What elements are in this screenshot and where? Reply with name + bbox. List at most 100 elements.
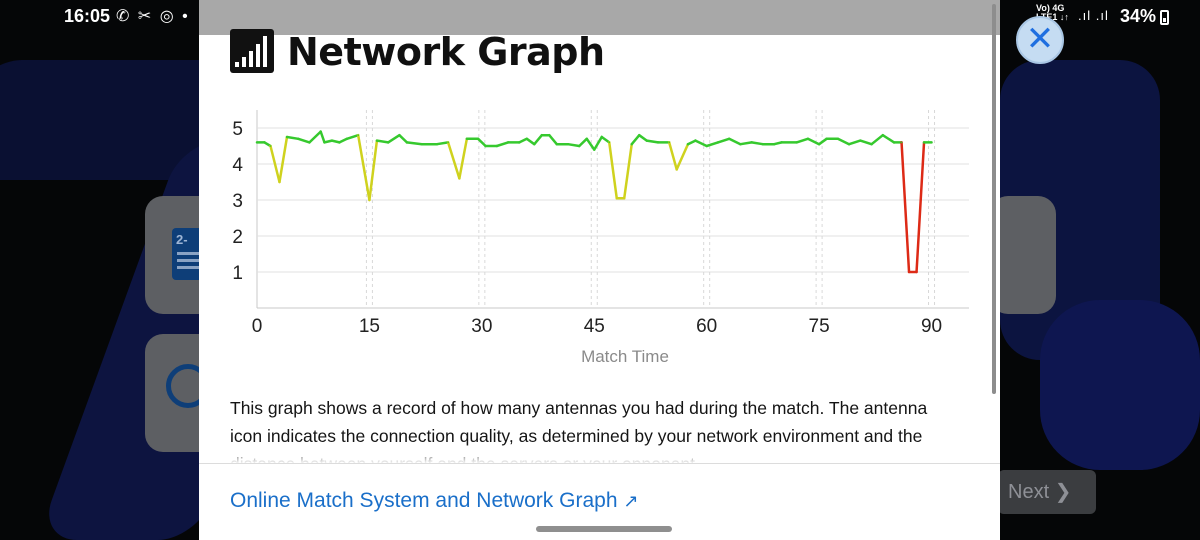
series-segment	[667, 141, 678, 171]
status-bar: 16:05 ✆ ✂ ◎ • Vo) 4G LTE1 ↓↑ .ıl .ıl 34%	[0, 0, 1200, 34]
series-segment	[900, 141, 911, 274]
data-point	[323, 141, 326, 144]
data-point	[496, 145, 498, 147]
series-segment	[915, 141, 926, 274]
series-segment	[608, 141, 618, 200]
data-point	[623, 197, 626, 199]
antenna-signal-icon	[230, 29, 274, 73]
data-point	[387, 141, 389, 144]
series-segment	[859, 139, 873, 146]
data-point	[466, 138, 468, 140]
series-segment	[446, 141, 461, 180]
data-point	[555, 143, 558, 145]
network-type-icon: Vo) 4G LTE1 ↓↑	[1036, 4, 1069, 22]
document-icon-text: 2-	[176, 232, 188, 247]
data-point	[398, 134, 401, 136]
series-segment	[330, 139, 341, 144]
data-point	[600, 136, 603, 138]
series-segment	[739, 141, 753, 146]
data-point	[780, 141, 783, 144]
data-point	[645, 139, 648, 142]
data-point	[346, 138, 348, 140]
next-button-label: Next	[1008, 481, 1050, 503]
series-segment	[675, 142, 690, 171]
home-indicator[interactable]	[536, 526, 672, 532]
data-point	[694, 139, 697, 142]
fade-overlay	[199, 444, 1000, 464]
series-segment	[476, 137, 487, 148]
series-segment	[870, 133, 885, 146]
data-point	[263, 141, 266, 144]
series-segment	[600, 135, 611, 144]
close-button[interactable]: ✕	[1016, 16, 1064, 64]
data-point	[308, 141, 311, 144]
series-segment	[645, 139, 660, 144]
external-link-icon: ↗	[623, 491, 639, 511]
data-point	[331, 139, 333, 142]
data-point	[908, 271, 910, 273]
x-axis-label: Match Time	[581, 347, 669, 366]
series-segment	[356, 133, 371, 202]
data-point	[668, 141, 671, 144]
x-tick-label: 15	[359, 316, 380, 337]
data-point	[728, 138, 730, 140]
modal-top-bar	[199, 0, 1000, 35]
chevron-right-icon: ❯	[1054, 481, 1072, 503]
data-point	[848, 143, 850, 145]
series-segment	[296, 137, 311, 144]
chart-gridlines	[256, 110, 969, 309]
series-segment	[817, 137, 828, 146]
series-segment	[772, 141, 783, 146]
data-point	[630, 143, 633, 145]
series-segment	[548, 133, 559, 146]
chart-series	[255, 130, 933, 274]
data-point	[837, 138, 839, 140]
data-point	[338, 141, 341, 144]
data-point	[859, 139, 862, 142]
background-decoration	[1040, 300, 1200, 470]
data-point	[687, 143, 689, 145]
x-tick-label: 45	[584, 316, 605, 337]
scrollbar[interactable]	[992, 4, 996, 394]
series-segment	[368, 139, 379, 202]
series-segment	[578, 137, 589, 148]
data-point	[548, 134, 551, 136]
data-point	[608, 141, 611, 144]
next-button[interactable]: Next ❯	[998, 470, 1096, 514]
data-point	[818, 143, 820, 145]
x-tick-label: 75	[809, 316, 830, 337]
data-point	[870, 143, 873, 145]
network-type-bottom: LTE1 ↓↑	[1036, 12, 1069, 22]
notification-icons: ✆ ✂ ◎ •	[116, 8, 190, 25]
x-tick-label: 0	[252, 316, 263, 337]
data-point	[825, 138, 828, 140]
data-point	[657, 141, 659, 144]
series-segment	[269, 144, 281, 184]
online-match-link[interactable]: Online Match System and Network Graph ↗	[230, 489, 639, 513]
battery-level: 34%	[1120, 6, 1157, 26]
data-point	[585, 138, 588, 140]
data-point	[923, 141, 925, 144]
y-tick-label: 1	[232, 263, 243, 284]
y-tick-label: 5	[232, 119, 243, 140]
background-card	[990, 196, 1056, 314]
data-point	[357, 134, 359, 136]
series-segment	[881, 133, 896, 144]
data-point	[458, 177, 461, 180]
series-segment	[398, 133, 409, 144]
data-point	[269, 145, 272, 147]
data-point	[286, 136, 288, 138]
series-segment	[795, 137, 810, 144]
data-point	[882, 134, 884, 136]
y-axis: 1 2 3 4 5	[232, 119, 243, 284]
series-segment	[525, 137, 536, 146]
series-segment	[533, 133, 544, 146]
x-tick-label: 30	[471, 316, 492, 337]
data-point	[541, 134, 543, 136]
link-label: Online Match System and Network Graph	[230, 489, 618, 512]
data-point	[319, 130, 322, 133]
series-segment	[338, 137, 349, 144]
battery-icon	[1160, 10, 1169, 25]
data-point	[893, 141, 895, 144]
series-segment	[386, 133, 401, 144]
